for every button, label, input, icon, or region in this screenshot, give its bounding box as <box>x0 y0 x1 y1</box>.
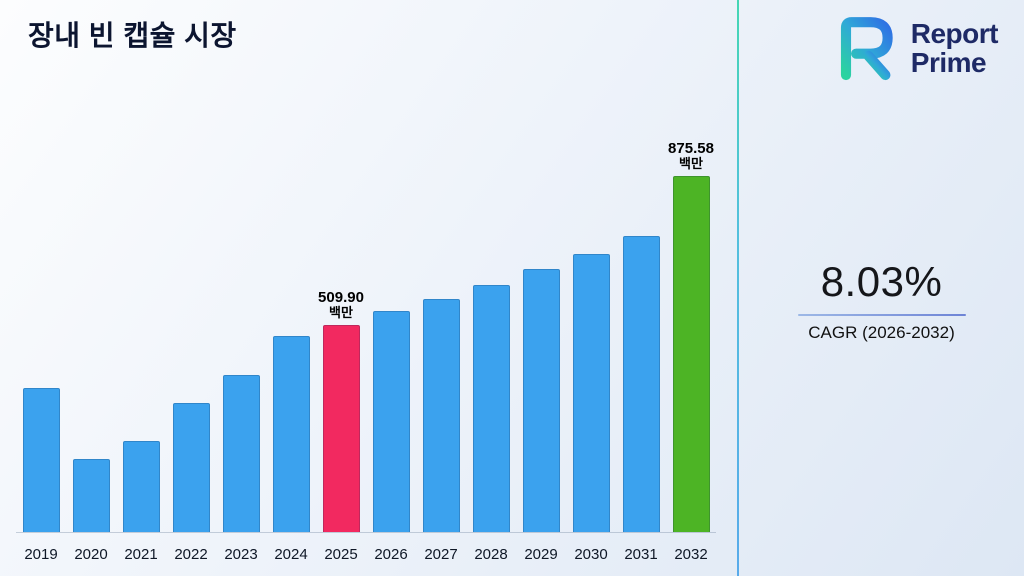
bar-slot-2024 <box>266 113 316 532</box>
bar-2020 <box>72 459 110 532</box>
x-axis-label-2023: 2023 <box>224 546 258 563</box>
x-axis-label-2024: 2024 <box>274 546 308 563</box>
x-axis-label-2027: 2027 <box>424 546 458 563</box>
logo-text-line1: Report <box>910 17 999 49</box>
x-axis-labels: 2019 2020 2021 2022 2023 2024 2025 2026 2027 2028… <box>16 546 716 563</box>
x-axis-label-2030: 2030 <box>574 546 608 563</box>
vertical-divider <box>737 0 739 576</box>
bar-value-label-2025: 509.90 백만 <box>318 288 364 321</box>
bar-2024 <box>272 336 310 532</box>
bar-slot-2023 <box>216 113 266 532</box>
bar-2019 <box>22 388 60 532</box>
bar-2028 <box>472 285 510 532</box>
report-prime-logo-icon <box>840 17 893 81</box>
page-title: 장내 빈 캡슐 시장 <box>28 20 237 51</box>
x-axis-label-2022: 2022 <box>174 546 208 563</box>
bar-2031 <box>622 236 660 532</box>
bar-slot-2022 <box>166 113 216 532</box>
bar-2030 <box>572 254 610 532</box>
bar-slot-2030 <box>566 113 616 532</box>
cagr-label: CAGR (2026-2032) <box>808 323 955 342</box>
logo-text: Report Prime <box>910 17 999 78</box>
bar-slot-2021 <box>116 113 166 532</box>
x-axis-label-2029: 2029 <box>524 546 558 563</box>
x-axis-label-2031: 2031 <box>624 546 658 563</box>
bar-slot-2020 <box>66 113 116 532</box>
cagr-underline <box>797 314 966 316</box>
x-axis-label-2020: 2020 <box>74 546 108 563</box>
cagr-value: 8.03% <box>820 258 943 305</box>
bar-slot-2027 <box>416 113 466 532</box>
x-axis-label-2032: 2032 <box>674 546 708 563</box>
bar-2029 <box>522 269 560 532</box>
x-axis-label-2028: 2028 <box>474 546 508 563</box>
bar-2022 <box>172 403 210 532</box>
x-axis-label-2026: 2026 <box>374 546 408 563</box>
bar-slot-2029 <box>516 113 566 532</box>
bar-slot-2025: 509.90 백만 <box>316 113 366 532</box>
x-axis-label-2025: 2025 <box>324 546 358 563</box>
bar-slot-2031 <box>616 113 666 532</box>
bar-2032 <box>672 176 710 532</box>
report-prime-logo: Report Prime <box>827 12 999 84</box>
bar-slot-2026 <box>366 113 416 532</box>
x-axis-label-2021: 2021 <box>124 546 158 563</box>
bar-slot-2019 <box>16 113 66 532</box>
bar-slot-2028 <box>466 113 516 532</box>
bar-chart: 509.90 백만 875.58 백만 <box>16 113 716 533</box>
bar-2026 <box>372 311 410 532</box>
x-axis-label-2019: 2019 <box>24 546 58 563</box>
bar-2021 <box>122 441 160 532</box>
bar-slot-2032: 875.58 백만 <box>666 113 716 532</box>
bar-2025 <box>322 325 360 532</box>
logo-text-line2: Prime <box>910 47 987 78</box>
bar-2027 <box>422 299 460 532</box>
cagr-block: 8.03% CAGR (2026-2032) <box>739 258 1024 343</box>
bar-value-label-2032: 875.58 백만 <box>668 139 714 172</box>
bar-2023 <box>222 375 260 532</box>
